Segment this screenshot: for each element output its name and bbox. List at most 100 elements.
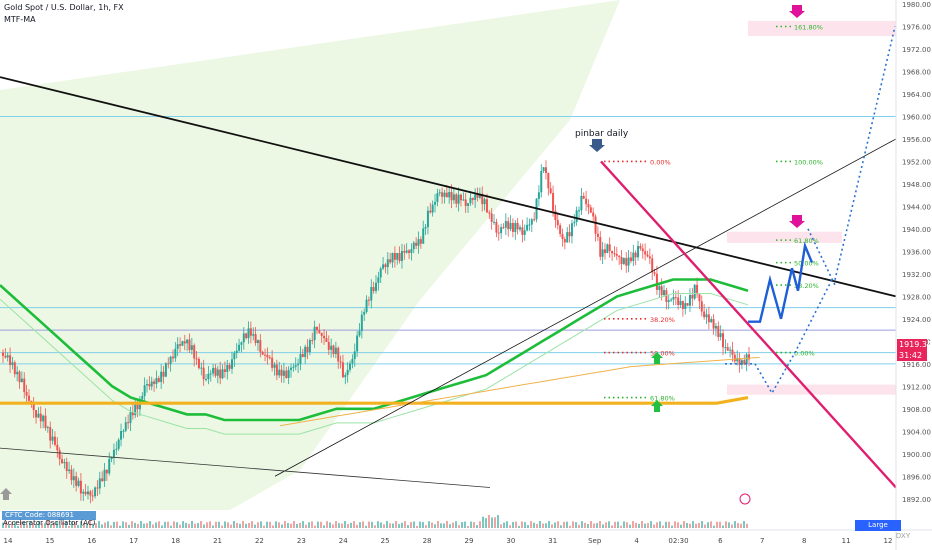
candle-body [436, 193, 439, 202]
candle-body [637, 245, 640, 258]
candle-body [523, 230, 526, 235]
oscillator-bar [83, 522, 85, 528]
oscillator-bar [713, 525, 715, 528]
candle-body [242, 333, 245, 343]
oscillator-bar [653, 524, 655, 528]
candle-body [585, 198, 588, 205]
candle-body [485, 199, 488, 213]
oscillator-bar [620, 525, 622, 528]
oscillator-bar [119, 525, 121, 528]
oscillator-bar [11, 521, 13, 528]
y-tick-label: 1892.00 [902, 496, 931, 504]
oscillator-bar [116, 521, 118, 528]
symbol-title: Gold Spot / U.S. Dollar, 1h, FX [4, 3, 124, 12]
candle-body [729, 349, 732, 351]
candle-body [84, 491, 87, 495]
candle-body [252, 334, 255, 336]
oscillator-bar [374, 525, 376, 528]
large-traders-button[interactable]: Large Traders [855, 520, 901, 540]
oscillator-bar [68, 525, 70, 528]
oscillator-bar [77, 524, 79, 528]
oscillator-bar [221, 525, 223, 528]
candle-body [287, 369, 290, 378]
candle-body [587, 204, 590, 208]
oscillator-bar [707, 522, 709, 528]
candle-body [556, 220, 559, 226]
candle-body [615, 253, 618, 256]
candle-body [356, 335, 359, 352]
candle-body [441, 192, 444, 197]
candle-body [663, 290, 666, 296]
candle-body [110, 457, 113, 459]
candle-body [179, 344, 182, 346]
oscillator-bar [128, 524, 130, 528]
candle-body [112, 449, 115, 458]
oscillator-bar [632, 521, 634, 528]
oscillator-bar [356, 524, 358, 528]
oscillator-bar [458, 525, 460, 528]
candle-body [105, 469, 108, 474]
candle-body [294, 365, 297, 367]
candle-body [462, 199, 465, 201]
candle-body [495, 221, 498, 233]
candle-body [68, 469, 71, 472]
candle-body [273, 364, 276, 368]
candle-body [438, 192, 441, 194]
cftc-badge[interactable]: CFTC Code: 088691 [2, 511, 96, 520]
candle-body [618, 255, 621, 258]
oscillator-bar [194, 523, 196, 528]
oscillator-bar [548, 521, 550, 528]
candle-body [542, 167, 545, 171]
oscillator-bar [230, 524, 232, 528]
oscillator-bar [173, 521, 175, 528]
candle-body [606, 244, 609, 254]
oscillator-bar [107, 521, 109, 528]
oscillator-bar [41, 523, 43, 528]
candle-body [703, 311, 706, 318]
candle-body [419, 239, 422, 244]
oscillator-bar [431, 522, 433, 528]
oscillator-bar [518, 525, 520, 528]
candle-body [533, 219, 536, 221]
y-tick-label: 1960.00 [902, 113, 931, 121]
candle-body [412, 242, 415, 250]
oscillator-bar [404, 521, 406, 528]
candle-body [504, 221, 507, 228]
candle-body [452, 194, 455, 201]
oscillator-bar [599, 521, 601, 528]
candle-body [353, 351, 356, 359]
oscillator-bar [512, 521, 514, 528]
pinbar-label: pinbar daily [575, 129, 629, 139]
y-tick-label: 1936.00 [902, 248, 931, 256]
candle-body [497, 232, 500, 234]
candle-body [23, 378, 26, 393]
oscillator-bar [56, 521, 58, 528]
oscillator-bar [656, 522, 658, 528]
candle-body [221, 369, 224, 379]
candle-body [58, 450, 61, 460]
candle-body [410, 249, 413, 253]
oscillator-bar [647, 523, 649, 528]
trendline-pink-down [600, 160, 897, 489]
candle-body [516, 222, 519, 230]
candle-body [554, 210, 557, 221]
oscillator-bar [134, 522, 136, 528]
oscillator-bar [341, 523, 343, 528]
candle-body [254, 334, 257, 343]
candle-body [693, 284, 696, 299]
oscillator-bar [722, 525, 724, 528]
candle-body [568, 232, 571, 237]
candle-body [65, 461, 68, 472]
candle-body [648, 256, 651, 259]
candle-body [155, 378, 158, 384]
candle-body [549, 188, 552, 194]
oscillator-bar [287, 523, 289, 528]
oscillator-bar [611, 525, 613, 528]
oscillator-bar [110, 525, 112, 528]
oscillator-bar [242, 521, 244, 528]
candle-body [32, 403, 35, 411]
oscillator-bar [371, 521, 373, 528]
oscillator-bar [302, 521, 304, 528]
x-tick-label: 02:30 [668, 537, 688, 545]
